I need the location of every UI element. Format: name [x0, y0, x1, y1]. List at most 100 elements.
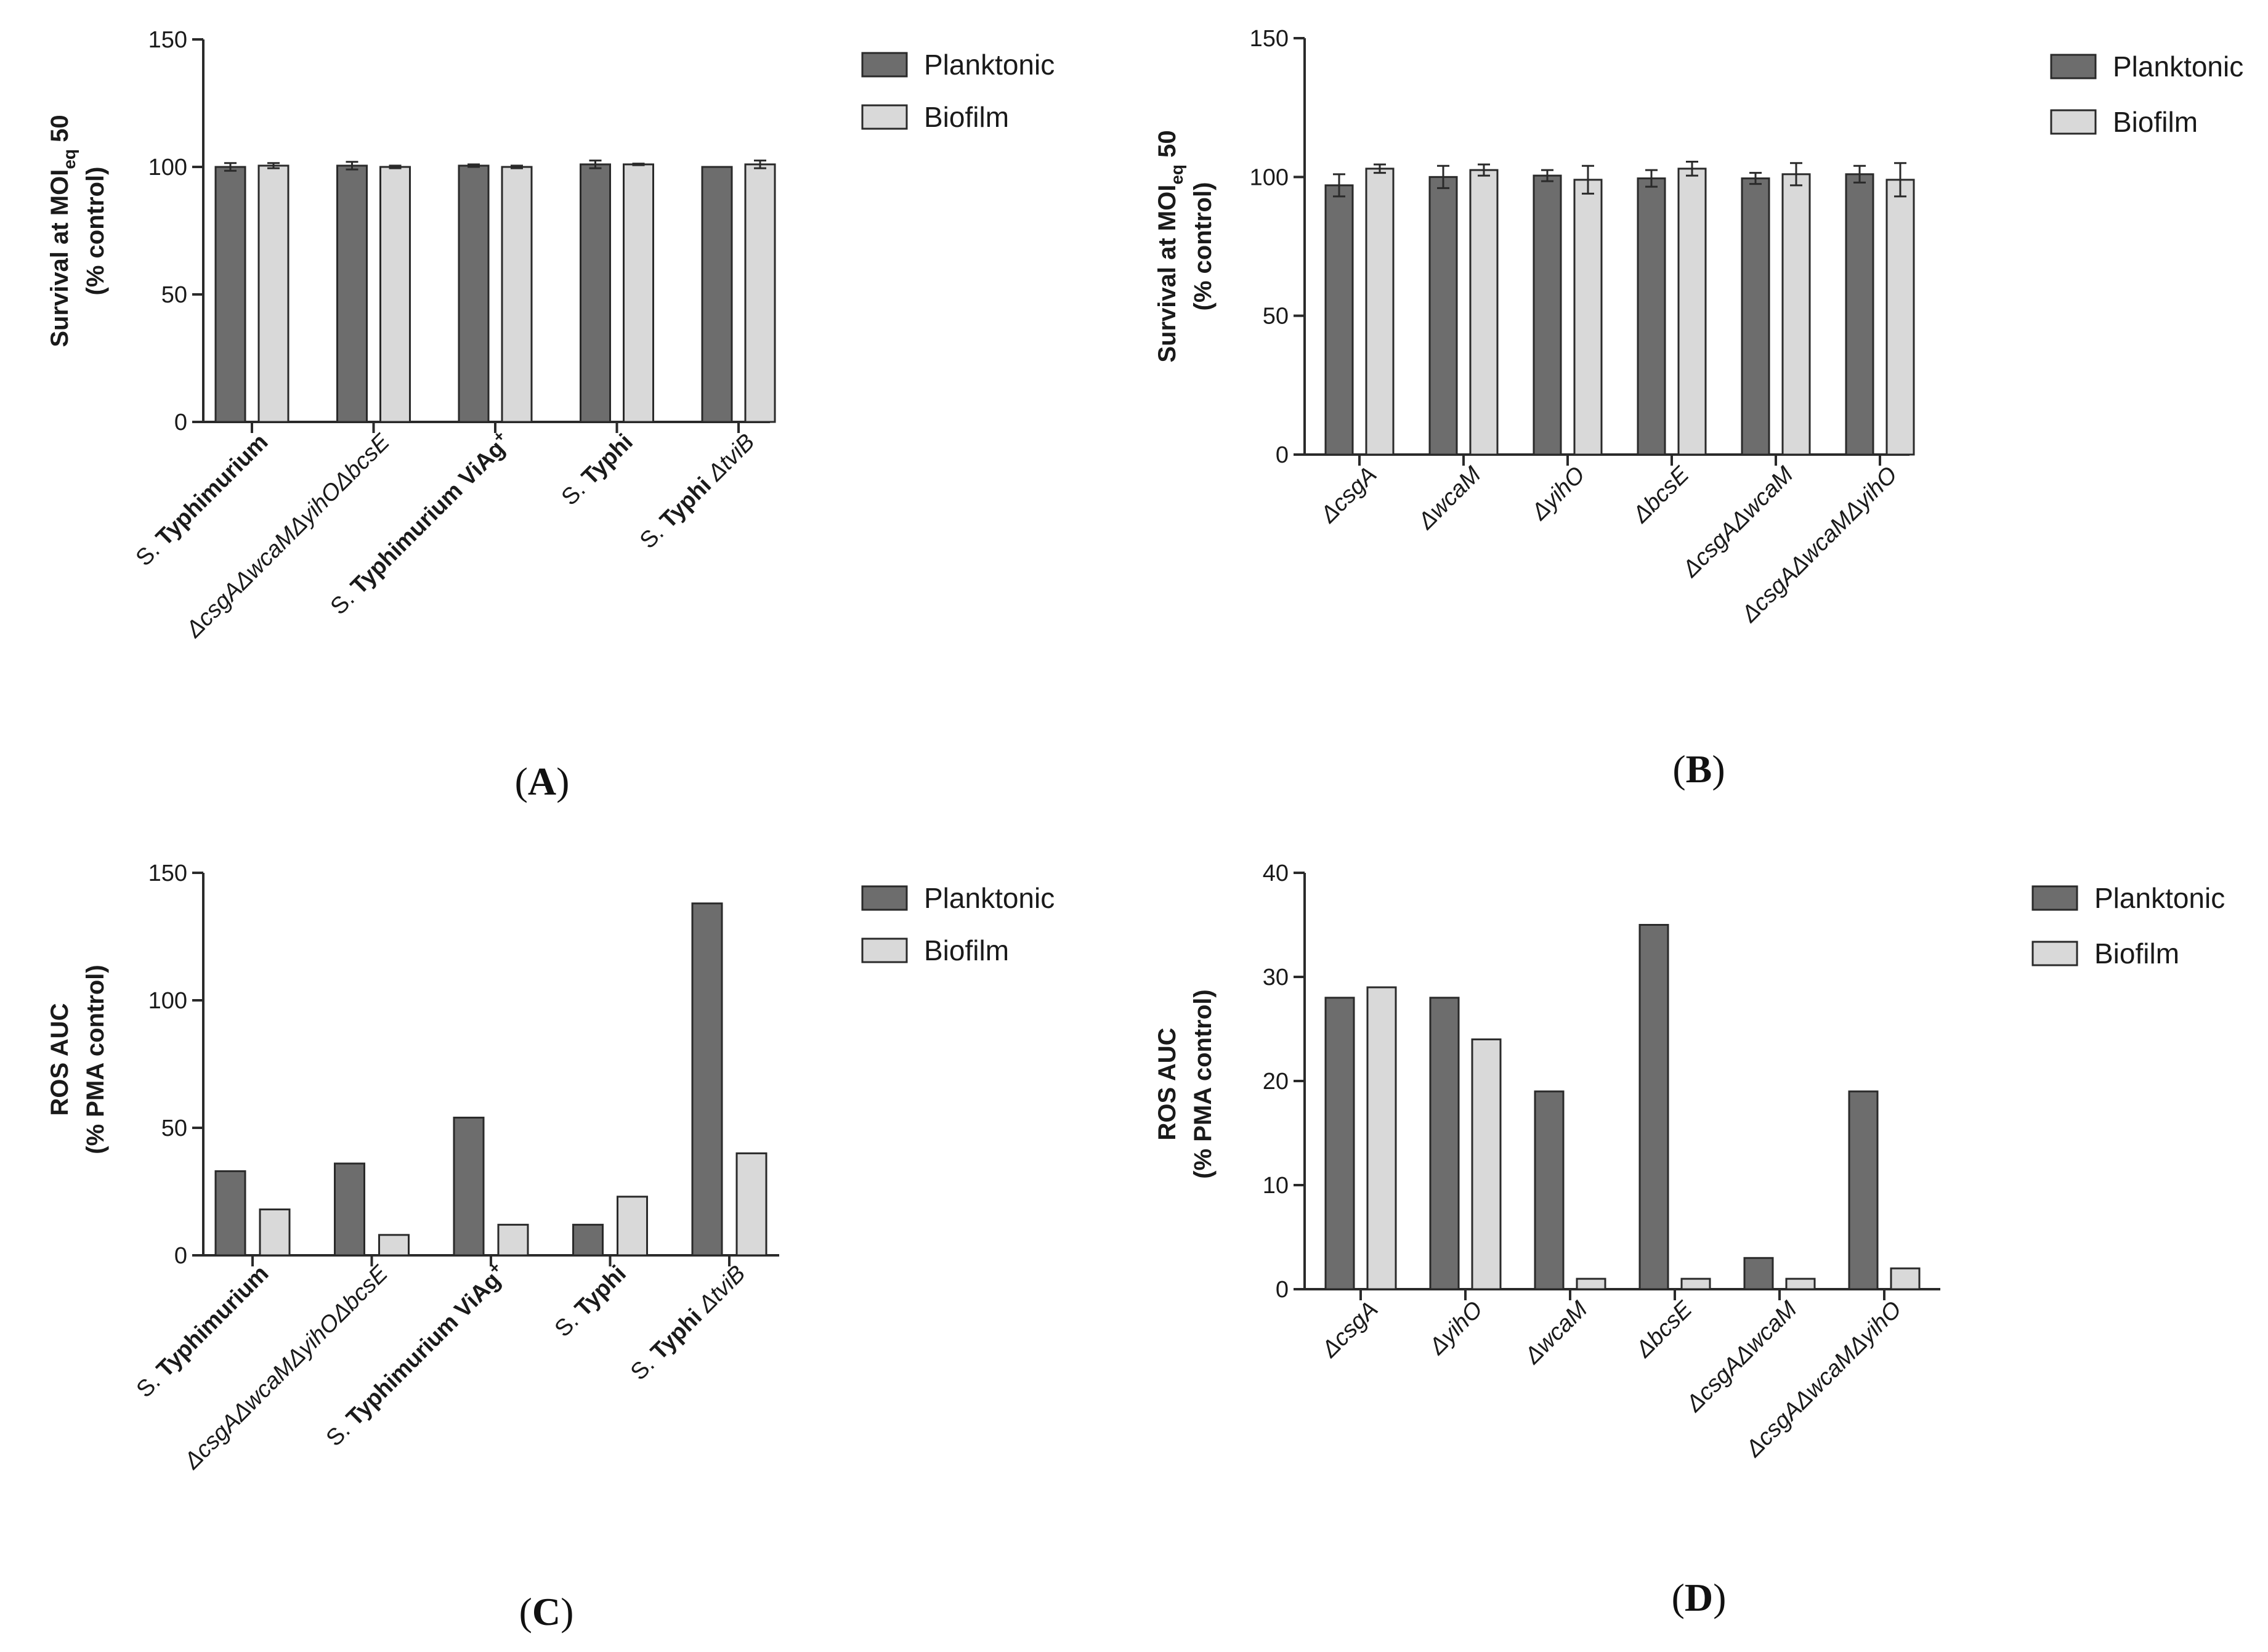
y-tick-label: 30 [1263, 965, 1289, 990]
y-axis-title-line2: (% PMA control) [82, 965, 109, 1154]
bar-planktonic [1324, 997, 1355, 1290]
panel-c: 0 50 100 150 ROS AUC (% PMA control) S. Typhim… [46, 860, 1055, 1634]
bar-biofilm [1471, 1038, 1502, 1290]
panel-d: 0 10 20 30 40 ROS AUC (% PMA control) ΔcsgA Δyih… [1154, 860, 2225, 1619]
bar-planktonic [334, 1162, 365, 1257]
y-axis-title-line1: Survival at MOIeq 50 [1154, 130, 1186, 362]
bar-biofilm [1885, 179, 1915, 456]
error-bar [632, 163, 645, 166]
bar-planktonic [1534, 1090, 1565, 1290]
legend-label-biofilm: Biofilm [2094, 937, 2179, 970]
y-tick-label: 0 [1276, 1277, 1289, 1303]
y-tick-label: 100 [148, 988, 187, 1014]
y-tick-label: 10 [1263, 1173, 1289, 1199]
bar-biofilm [257, 164, 290, 423]
error-bar [224, 162, 237, 172]
y-tick-label: 40 [1263, 860, 1289, 886]
legend-label-planktonic: Planktonic [2113, 51, 2243, 83]
error-bar [468, 163, 480, 168]
x-category-label: S. Typhimurium [131, 429, 273, 572]
error-bar [589, 160, 602, 169]
bar-biofilm [623, 163, 654, 423]
error-bar [1374, 163, 1386, 174]
error-bar [1645, 169, 1658, 188]
bar-biofilm [1890, 1267, 1921, 1290]
bar-planktonic [1429, 997, 1460, 1290]
y-tick-label: 50 [161, 1116, 187, 1141]
bar-planktonic [1638, 924, 1669, 1290]
bar-biofilm [1781, 173, 1811, 456]
error-bar [1541, 169, 1553, 182]
legend-swatch-planktonic [861, 885, 908, 911]
legend-swatch-planktonic [2031, 885, 2078, 911]
x-category-label: ΔbcsE [1630, 1296, 1698, 1363]
x-category-label: ΔcsgAΔwcaMΔyihOΔbcsE [180, 429, 395, 643]
y-tick-label: 0 [174, 1243, 187, 1269]
y-axis-title-line2: (% control) [1189, 182, 1217, 311]
bar-planktonic [214, 166, 246, 423]
bar-biofilm [1785, 1277, 1816, 1290]
y-axis-title: ROS AUC (% PMA control) [1154, 989, 1217, 1178]
bar-biofilm [735, 1152, 767, 1257]
legend-swatch-planktonic [861, 52, 908, 78]
error-bar [1478, 163, 1490, 177]
bar-planktonic [458, 164, 490, 423]
legend-swatch-biofilm [2031, 941, 2078, 966]
x-category-label: S. Typhi [550, 1261, 631, 1342]
x-category-label: ΔyihO [1526, 462, 1590, 526]
bar-planktonic [453, 1116, 485, 1257]
panel-b: 0 50 100 150 Survival at MOIeq 50(% control)… [1154, 26, 2243, 791]
x-category-label: S. Typhimurium [132, 1261, 274, 1403]
bar-biofilm [1573, 179, 1603, 456]
error-bar [1686, 161, 1698, 177]
bar-biofilm [1469, 169, 1499, 456]
x-category-label: S. Typhi [557, 429, 638, 511]
legend-label-biofilm: Biofilm [924, 101, 1009, 133]
bar-planktonic [572, 1223, 604, 1257]
bar-planktonic [1848, 1090, 1879, 1290]
legend-swatch-biofilm [2050, 109, 2097, 135]
bar-planktonic [1428, 176, 1458, 456]
bar-biofilm [259, 1208, 291, 1257]
x-category-label: ΔwcaM [1520, 1296, 1593, 1369]
bar-biofilm [497, 1223, 529, 1257]
error-bar [389, 164, 402, 169]
legend-swatch-biofilm [861, 937, 908, 963]
panel-label: (C) [519, 1590, 574, 1634]
x-category-label: S. Typhi ΔtviB [626, 1261, 751, 1386]
y-axis-title: Survival at MOIeq 50(% control) [1154, 130, 1217, 362]
bar-planktonic [1533, 174, 1562, 456]
x-category-label: S. Typhi ΔtviB [635, 429, 760, 554]
panel-label: (A) [515, 759, 570, 803]
panel-label: (D) [1672, 1576, 1727, 1619]
y-axis-title-line1: Survival at MOIeq 50 [46, 115, 79, 347]
x-category-label: ΔyihO [1424, 1297, 1488, 1361]
error-bar [1853, 164, 1866, 184]
bar-planktonic [1845, 173, 1874, 456]
bar-biofilm [379, 166, 411, 423]
bar-planktonic [701, 166, 733, 423]
legend-swatch-planktonic [2050, 54, 2097, 79]
bar-planktonic [1743, 1257, 1774, 1290]
bar-planktonic [580, 163, 611, 423]
y-axis-title-line2: (% PMA control) [1189, 989, 1217, 1178]
y-tick-label: 150 [148, 860, 187, 886]
x-category-label: ΔcsgA [1316, 1297, 1383, 1363]
y-axis-title: Survival at MOIeq 50(% control) [46, 115, 109, 347]
y-tick-label: 100 [1250, 164, 1289, 190]
x-category-label: ΔcsgAΔwcaM [1677, 461, 1799, 583]
bar-planktonic [1741, 177, 1770, 456]
error-bar [1333, 173, 1345, 198]
legend-label-planktonic: Planktonic [2094, 882, 2225, 914]
bar-biofilm [1365, 168, 1395, 456]
bar-planktonic [691, 902, 723, 1257]
bar-biofilm [744, 163, 776, 423]
panel-a: 0 50 100 150 Survival at MOIeq 50(% control)… [46, 27, 1055, 803]
error-bar [1749, 172, 1762, 185]
y-axis-title-line1: ROS AUC [46, 1003, 73, 1116]
error-bar [1437, 164, 1449, 189]
bar-biofilm [378, 1234, 410, 1257]
bar-planktonic [1324, 184, 1354, 456]
legend-label-biofilm: Biofilm [2113, 106, 2198, 138]
